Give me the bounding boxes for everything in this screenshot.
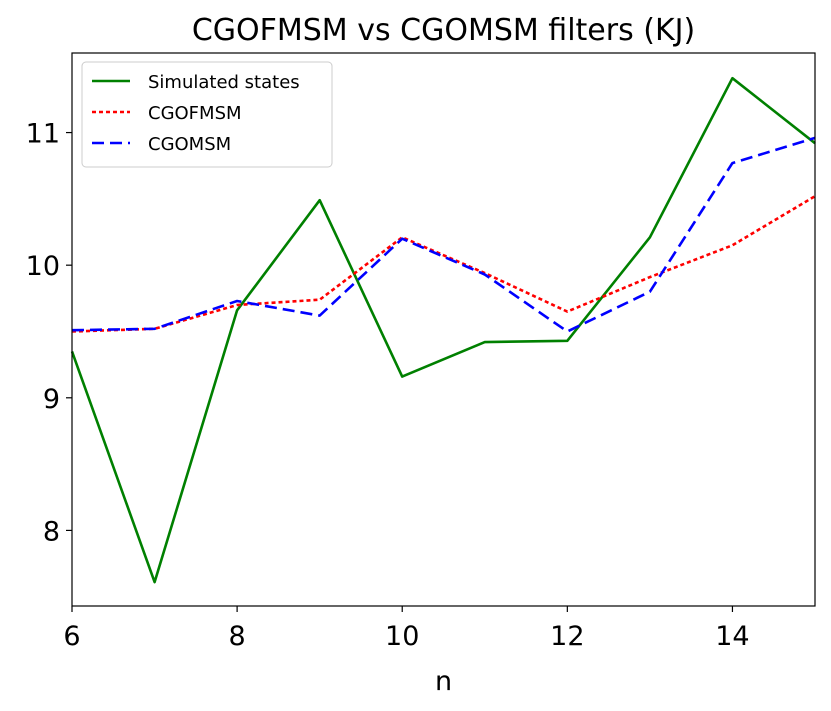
- x-tick-label: 6: [63, 621, 80, 652]
- series-layer: [70, 76, 816, 584]
- y-tick-label: 10: [26, 251, 60, 282]
- y-tick-label: 9: [43, 384, 60, 415]
- series-line-simulated-states: [70, 76, 816, 584]
- legend-label: Simulated states: [148, 72, 300, 93]
- x-tick-label: 10: [385, 621, 419, 652]
- x-ticks: 6 8 10 12 14: [63, 606, 750, 652]
- y-tick-label: 8: [43, 516, 60, 547]
- x-tick-label: 12: [550, 621, 584, 652]
- legend: Simulated states CGOFMSM CGOMSM: [81, 61, 333, 168]
- y-ticks: 8 9 10 11: [26, 119, 72, 547]
- x-tick-label: 14: [715, 621, 749, 652]
- legend-box: [81, 61, 333, 168]
- legend-label: CGOMSM: [148, 134, 231, 155]
- plot-frame: [71, 52, 816, 607]
- y-tick-label: 11: [26, 119, 60, 150]
- series-line-cgofmsm: [71, 195, 816, 333]
- series-line-cgomsm: [71, 136, 816, 333]
- x-axis-label: n: [435, 666, 452, 697]
- legend-label: CGOFMSM: [148, 103, 242, 124]
- x-tick-label: 8: [229, 621, 246, 652]
- chart-title: CGOFMSM vs CGOMSM filters (KJ): [192, 13, 695, 48]
